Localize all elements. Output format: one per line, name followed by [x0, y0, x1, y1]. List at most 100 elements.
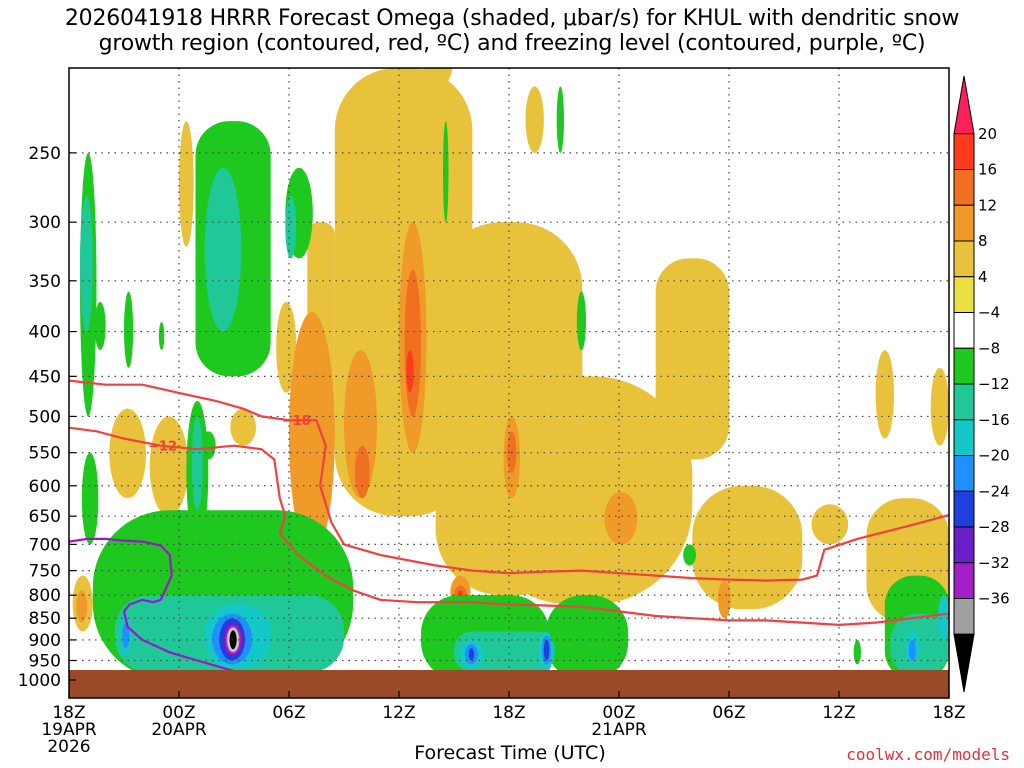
omega-region-43 — [443, 121, 449, 223]
x-tick-label-0-2: 2026 — [47, 737, 90, 757]
colorbar-swatch-2 — [953, 169, 975, 206]
grid-layer — [69, 68, 949, 698]
omega-region-7 — [655, 258, 729, 460]
omega-region-11 — [930, 367, 949, 446]
y-tick-label-800: 800 — [29, 586, 61, 606]
colorbar-label-9: −20 — [978, 447, 1010, 465]
y-tick-label-450: 450 — [29, 367, 61, 387]
omega-region-27 — [76, 590, 88, 623]
colorbar-label-4: 4 — [978, 268, 988, 286]
chart-title: 2026041918 HRRR Forecast Omega (shaded, … — [0, 6, 1024, 56]
colorbar-swatch-8 — [953, 383, 975, 421]
omega-region-69 — [122, 622, 130, 649]
colorbar-swatch-12 — [953, 526, 975, 564]
chart-title-line-1: 2026041918 HRRR Forecast Omega (shaded, … — [64, 6, 960, 31]
y-tick-label-700: 700 — [29, 535, 61, 555]
omega-region-8 — [692, 485, 803, 610]
y-tick-label-500: 500 — [29, 407, 61, 427]
colorbar-swatch-4 — [953, 240, 975, 278]
omega-region-15 — [149, 416, 189, 517]
x-tick-label-12-0: 06Z — [272, 703, 305, 723]
y-tick-label-400: 400 — [29, 323, 61, 343]
omega-region-33 — [406, 350, 414, 393]
x-axis-title: Forecast Time (UTC) — [414, 742, 606, 764]
colorbar-label-1: 16 — [978, 161, 997, 179]
omega-region-28 — [404, 269, 421, 417]
omega-region-56 — [80, 195, 93, 332]
x-tick-label-18-0: 12Z — [382, 703, 415, 723]
omega-region-40 — [158, 321, 165, 351]
y-tick-label-300: 300 — [29, 213, 61, 233]
omega-region-14 — [109, 408, 146, 499]
omega-region-68 — [938, 595, 949, 640]
omega-region-29 — [355, 445, 370, 499]
omega-region-25 — [718, 580, 731, 619]
temperature-contour-label-1: −12 — [148, 440, 177, 455]
omega-region-23 — [604, 492, 638, 545]
colorbar-swatch-13 — [953, 562, 975, 599]
y-tick-label-350: 350 — [29, 272, 61, 292]
x-tick-label-36-0: 06Z — [712, 703, 745, 723]
omega-region-53 — [545, 595, 629, 680]
colorbar-label-3: 8 — [978, 232, 988, 250]
omega-region-46 — [762, 48, 775, 68]
omega-region-10 — [875, 350, 894, 439]
x-tick-label-24-0: 18Z — [492, 703, 525, 723]
freezing-level-contour-0 — [69, 537, 253, 678]
y-tick-label-750: 750 — [29, 562, 61, 582]
x-tick-label-0-0: 18Z — [52, 703, 85, 723]
y-tick-label-600: 600 — [29, 477, 61, 497]
colorbar-swatch-11 — [953, 490, 975, 528]
x-tick-label-0-1: 19APR — [41, 720, 97, 740]
colorbar-swatch-6 — [953, 312, 975, 349]
colorbar-label-2: 12 — [978, 196, 997, 214]
omega-region-58 — [285, 195, 297, 259]
temperature-contour-1 — [69, 426, 949, 626]
omega-region-9 — [811, 504, 849, 545]
colorbar-swatch-0 — [953, 75, 975, 135]
colorbar-swatch-14 — [953, 598, 975, 635]
x-tick-label-30-1: 21APR — [591, 720, 647, 740]
site-credit: coolwx.com/models — [846, 745, 1010, 764]
colorbar-label-13: −36 — [978, 590, 1010, 608]
colorbar-swatch-9 — [953, 419, 975, 456]
colorbar-label-6: −8 — [978, 339, 1000, 357]
colorbar-label-10: −24 — [978, 482, 1010, 500]
colorbar: 20 16 12 8 4 −4 −8 −12 −16 −20 −24 −28 −32 −36 — [953, 75, 1010, 693]
y-tick-label-1000: 1000 — [18, 671, 61, 691]
colorbar-swatch-15 — [953, 633, 975, 693]
y-tick-label-950: 950 — [29, 651, 61, 671]
y-tick-label-900: 900 — [29, 631, 61, 651]
x-tick-label-42-0: 12Z — [822, 703, 855, 723]
omega-region-45 — [576, 291, 587, 351]
colorbar-swatch-10 — [953, 455, 975, 492]
y-tick-label-850: 850 — [29, 609, 61, 629]
colorbar-label-11: −28 — [978, 518, 1010, 536]
colorbar-swatch-5 — [953, 276, 975, 313]
omega-region-16 — [230, 408, 256, 446]
y-tick-label-650: 650 — [29, 507, 61, 527]
y-axis: 2503003504004505005506006507007508008509… — [18, 144, 76, 691]
y-tick-label-550: 550 — [29, 444, 61, 464]
temperature-contour-label-0: −18 — [282, 414, 311, 429]
colorbar-label-0: 20 — [978, 125, 997, 143]
omega-region-57 — [204, 167, 242, 332]
omega-region-59 — [191, 416, 203, 511]
contour-layer: −18 −12 — [69, 379, 949, 678]
omega-region-6 — [472, 376, 693, 605]
chart-title-line-2: growth region (contoured, red, ºC) and f… — [98, 31, 926, 56]
omega-region-75 — [468, 648, 475, 661]
omega-region-44 — [556, 86, 564, 153]
x-tick-label-6-0: 00Z — [162, 703, 195, 723]
colorbar-swatch-1 — [953, 133, 975, 170]
colorbar-swatch-3 — [953, 204, 975, 242]
omega-region-80 — [227, 628, 239, 652]
omega-region-54 — [683, 544, 696, 566]
colorbar-swatch-7 — [953, 347, 975, 385]
x-tick-label-6-1: 20APR — [151, 720, 207, 740]
omega-region-76 — [543, 639, 550, 661]
omega-region-73 — [908, 639, 916, 661]
x-tick-label-30-0: 00Z — [602, 703, 635, 723]
